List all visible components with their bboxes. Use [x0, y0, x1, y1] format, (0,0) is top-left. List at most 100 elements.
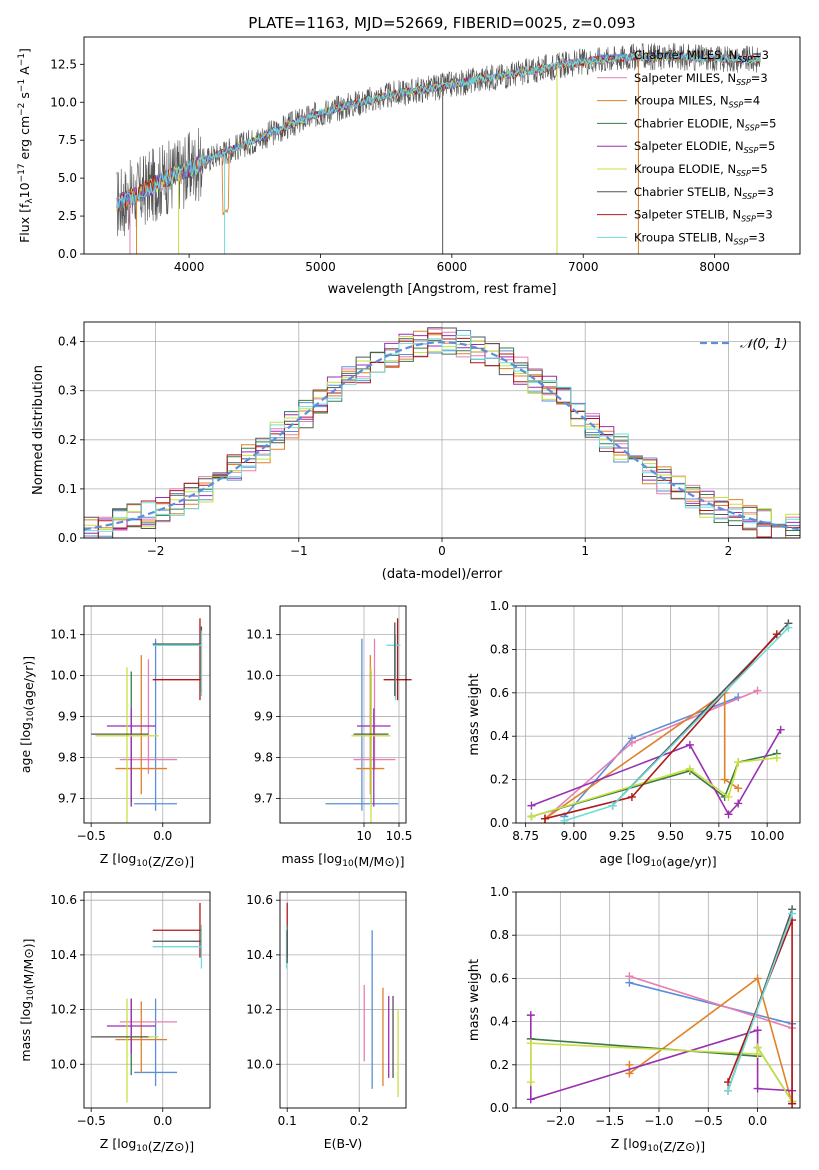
y-tick-label: 0.4 [58, 335, 77, 349]
histogram-step [84, 328, 800, 531]
weight-marker [788, 909, 797, 918]
x-axis-label: mass [log10(M/M⊙)] [281, 851, 404, 869]
legend-sub: SSP [737, 55, 752, 64]
residual-y-label: Normed distribution [31, 365, 46, 495]
legend-entry: Salpeter STELIB, NSSP=3 [634, 208, 773, 224]
label-part: −1 [17, 79, 27, 92]
label-part: −1 [17, 53, 27, 66]
weight-marker [753, 1084, 762, 1093]
axes-frame [279, 605, 407, 824]
weight-marker [627, 738, 636, 747]
weight-marker [753, 1026, 762, 1035]
age-vs-metallicity-panel: −0.5 0.09.79.89.910.010.1Z [log10(Z/Z⊙)]a… [18, 605, 211, 869]
x-tick-label: −1 [290, 544, 308, 558]
y-tick-label: 0.1 [58, 482, 77, 496]
legend-text: Salpeter STELIB, N [634, 208, 741, 222]
label-part: Z [ [100, 1136, 117, 1151]
x-tick-label: −0.5 [77, 829, 106, 843]
weight-marker [625, 1069, 634, 1078]
weight-vs-metallicity-panel: −2.0 −1.5 −1.0 −0.5 0.0 0.0 0.2 0.4 0.6 0.8 1.0 Z [… [467, 885, 801, 1154]
weight-line [530, 1015, 793, 1101]
legend-text: Salpeter MILES, N [634, 71, 736, 85]
legend-sub: SSP [736, 78, 751, 87]
x-tick-label: 10.5 [386, 829, 413, 843]
y-tick-label: 9.8 [254, 750, 273, 764]
x-axis-label: Z [log10(Z/Z⊙)] [100, 1136, 194, 1154]
weight-marker [526, 1011, 535, 1020]
weight-marker [772, 753, 781, 762]
label-part: (Z/Z⊙)] [148, 1139, 194, 1154]
y-tick-label: 10.0 [50, 1057, 77, 1071]
x-axis-label: E(B-V) [324, 1136, 363, 1151]
x-tick-label: −0.5 [694, 1114, 723, 1128]
legend-suffix: =3 [751, 71, 768, 85]
weight-marker [734, 784, 743, 793]
x-tick-label: 0 [438, 544, 446, 558]
y-tick-label: 7.5 [58, 133, 77, 147]
x-tick-label: 1 [581, 544, 589, 558]
axes-frame [279, 891, 407, 1109]
weight-marker [772, 630, 781, 639]
weight-marker [724, 792, 733, 801]
x-tick-label: −0.5 [77, 1114, 106, 1128]
weight-marker [526, 1039, 535, 1048]
label-part: −17 [17, 163, 27, 182]
legend-suffix: =5 [758, 139, 775, 153]
weight-marker [625, 972, 634, 981]
axes-frame [83, 36, 801, 255]
label-part: (Z/Z⊙)] [659, 1139, 705, 1154]
legend-suffix: =4 [743, 94, 760, 108]
weight-marker [527, 812, 536, 821]
weight-marker [608, 801, 617, 810]
weight-marker [753, 974, 762, 983]
spectrum-x-label: wavelength [Angstrom, rest frame] [328, 282, 557, 297]
label-part: 10 [26, 710, 36, 722]
spectrum-y-label: Flux [fλ10−17 erg cm−2 s−1 A−1] [17, 48, 35, 243]
label-part: 10 [651, 859, 663, 869]
label-part: A [17, 66, 32, 79]
label-part: 10 [136, 859, 148, 869]
axes-frame [515, 891, 801, 1109]
legend-suffix: =5 [760, 116, 777, 130]
x-tick-label: 6000 [437, 260, 468, 274]
legend-entry: Chabrier STELIB, NSSP=3 [634, 185, 774, 201]
x-tick-label: −1.0 [644, 1114, 673, 1128]
legend-text: Kroupa STELIB, N [634, 230, 734, 244]
y-tick-label: 0.8 [490, 642, 509, 656]
weight-marker [685, 740, 694, 749]
y-tick-label: 10.0 [246, 669, 273, 683]
y-tick-label: 10.4 [50, 948, 77, 962]
label-part: s [17, 92, 32, 103]
y-tick-label: 9.7 [58, 791, 77, 805]
legend-sub: SSP [734, 237, 749, 246]
x-tick-label: 9.75 [705, 829, 732, 843]
y-tick-label: 0.0 [58, 247, 77, 261]
y-tick-label: 10.0 [246, 1057, 273, 1071]
y-tick-label: 10.2 [50, 1003, 77, 1017]
label-part: (age/yr)] [662, 854, 717, 869]
label-part: Flux [f [17, 203, 32, 243]
legend-entry: Kroupa STELIB, NSSP=3 [634, 230, 765, 246]
weight-line [727, 913, 793, 1091]
x-tick-label: 8000 [699, 260, 730, 274]
x-tick-label: 0.2 [350, 1114, 369, 1128]
label-part: ] [17, 48, 32, 53]
legend-text: Chabrier MILES, N [634, 48, 737, 62]
label-part: 10 [26, 989, 36, 1001]
axes-frame [515, 605, 801, 824]
x-tick-label: 0.0 [153, 1114, 172, 1128]
legend-sub: SSP [736, 169, 751, 178]
y-tick-label: 1.0 [490, 599, 509, 613]
axes-frame [83, 891, 211, 1109]
mass-vs-ebv-panel: 0.1 0.2 10.0 10.2 10.4 10.6 E(B-V) [246, 891, 407, 1151]
spectrum-panel: 4000 5000 6000 7000 8000 0.0 2.5 5.0 7.5 10.0 12.5… [17, 14, 801, 297]
y-tick-label: 0.8 [490, 928, 509, 942]
x-tick-label: 9.00 [561, 829, 588, 843]
x-tick-label: 4000 [174, 260, 205, 274]
y-tick-label: 0.0 [58, 531, 77, 545]
legend-text: Chabrier STELIB, N [634, 185, 742, 199]
weight-line [531, 757, 777, 818]
label-part: log [117, 851, 136, 866]
weight-line [629, 981, 793, 1102]
weight-marker [627, 792, 636, 801]
